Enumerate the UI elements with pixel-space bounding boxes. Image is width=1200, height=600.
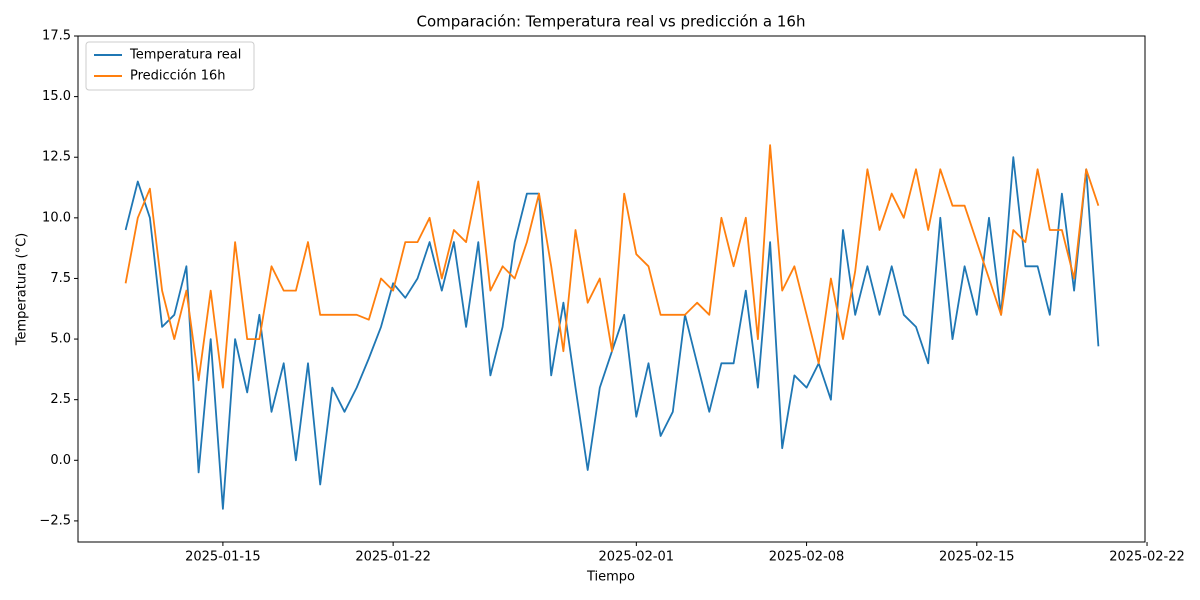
x-tick-label: 2025-02-15 — [939, 550, 1015, 565]
data-line — [124, 144, 1100, 389]
legend-box — [85, 41, 255, 91]
x-tick-label: 2025-02-08 — [769, 550, 845, 565]
x-axis-label: Tiempo — [586, 570, 635, 585]
plot-frame — [77, 35, 1146, 543]
y-tick-label: 12.5 — [42, 150, 71, 165]
y-tick-label: 5.0 — [50, 332, 71, 347]
y-tick-label: 15.0 — [42, 89, 71, 104]
legend-label: Predicción 16h — [130, 69, 226, 84]
y-tick-label: 2.5 — [50, 392, 71, 407]
x-tick-label: 2025-01-22 — [355, 550, 431, 565]
y-tick-label: 7.5 — [50, 271, 71, 286]
y-tick-label: 0.0 — [50, 453, 71, 468]
y-axis-label: Temperatura (°C) — [15, 233, 30, 346]
legend-label: Temperatura real — [129, 48, 241, 63]
x-tick-label: 2025-01-15 — [185, 550, 261, 565]
y-tick-label: −2.5 — [39, 513, 71, 528]
x-tick-label: 2025-02-01 — [599, 550, 675, 565]
x-tick-label: 2025-02-22 — [1109, 550, 1185, 565]
y-tick-label: 17.5 — [42, 29, 71, 44]
y-tick-label: 10.0 — [42, 210, 71, 225]
chart-title: Comparación: Temperatura real vs predicc… — [417, 13, 806, 31]
